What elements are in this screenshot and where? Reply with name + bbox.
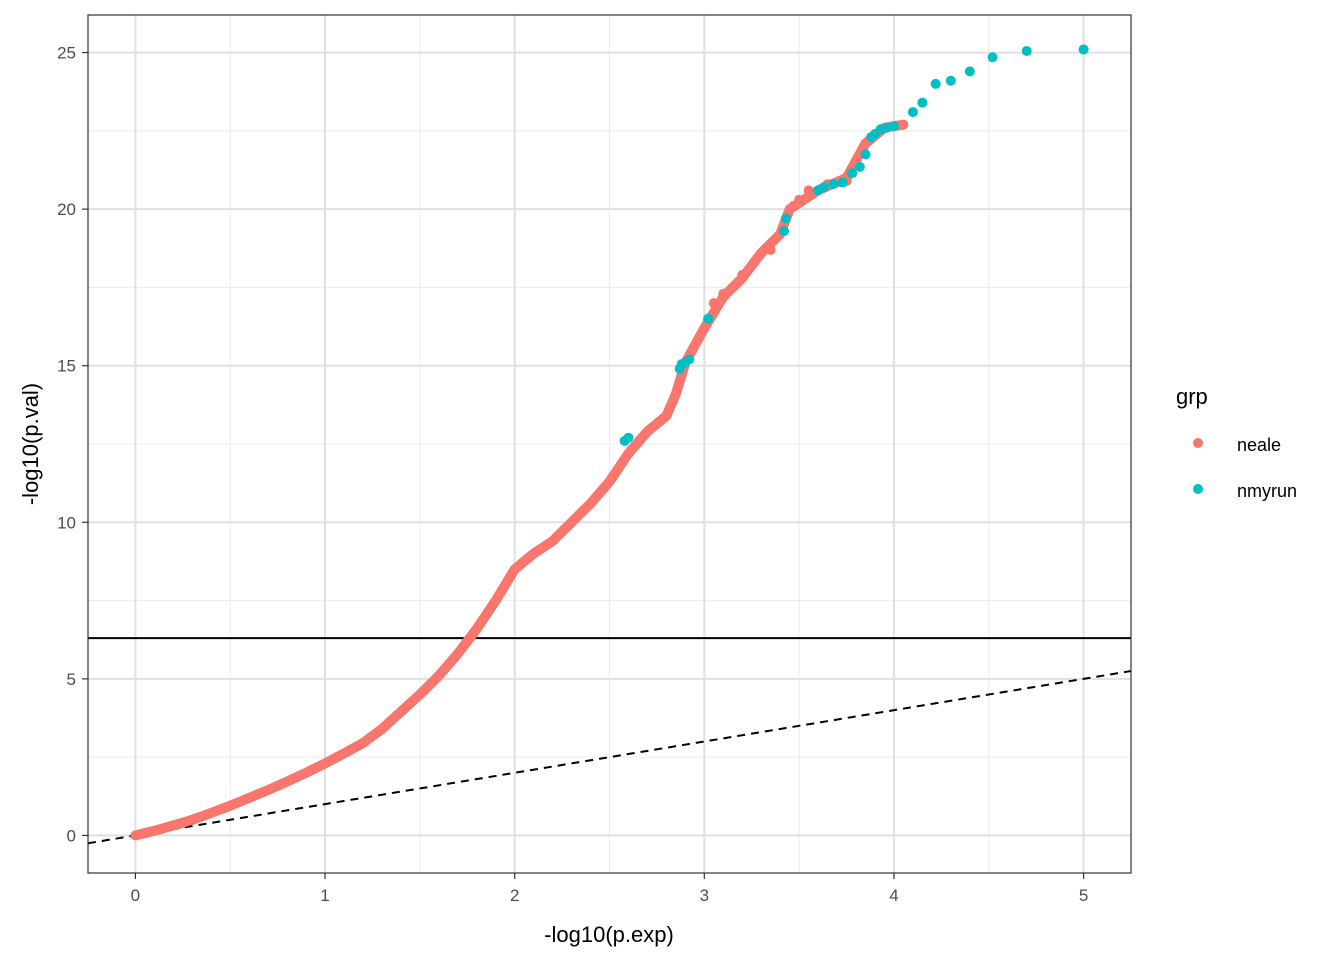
legend-key-nmyrun [1193,484,1203,494]
data-point [987,52,998,63]
data-point [746,260,757,271]
data-point [847,168,858,179]
y-axis-title: -log10(p.val) [18,383,43,505]
data-point [964,66,975,77]
data-point [837,177,848,188]
data-point [898,119,909,130]
y-tick-label: 5 [67,670,76,689]
data-point [1078,44,1089,55]
panel-border [87,14,1132,874]
data-point [860,149,871,160]
legend-key-neale [1193,438,1203,448]
y-tick-label: 0 [67,826,76,845]
y-axis-ticks: 0 5 10 15 20 25 [57,44,88,845]
major-grid [88,15,1131,873]
data-point [888,121,899,132]
data-point [737,269,748,280]
data-point [708,298,719,309]
data-point [778,226,789,237]
data-point [703,313,714,324]
minor-grid [88,15,1131,873]
data-point [930,78,941,89]
data-point [866,132,877,143]
data-point [813,185,824,196]
y-tick-label: 10 [57,513,76,532]
data-point [780,213,791,224]
legend-title: grp [1176,384,1208,409]
x-tick-label: 5 [1079,886,1088,905]
legend: grp neale nmyrun [1176,384,1297,501]
x-tick-label: 2 [510,886,519,905]
x-tick-label: 3 [700,886,709,905]
x-axis-title: -log10(p.exp) [544,922,674,947]
data-point [828,179,839,190]
data-point [619,435,630,446]
data-point [674,363,685,374]
data-point [854,161,865,172]
data-point [756,247,767,258]
x-axis-ticks: 0 1 2 3 4 5 [131,873,1088,905]
y-tick-label: 25 [57,44,76,63]
data-point [718,288,729,299]
y-tick-label: 20 [57,200,76,219]
x-tick-label: 1 [320,886,329,905]
data-point [1021,46,1032,57]
data-point [907,107,918,118]
x-tick-label: 0 [131,886,140,905]
data-point [727,282,738,293]
series-neale [130,119,909,841]
y-tick-label: 15 [57,357,76,376]
legend-label-neale: neale [1237,435,1281,455]
data-point [945,75,956,86]
reference-lines [87,637,1132,845]
data-point [788,201,799,212]
legend-label-nmyrun: nmyrun [1237,481,1297,501]
x-tick-label: 4 [889,886,898,905]
series-nmyrun [619,44,1089,446]
data-point [803,185,814,196]
data-point [765,244,776,255]
data-point [917,97,928,108]
